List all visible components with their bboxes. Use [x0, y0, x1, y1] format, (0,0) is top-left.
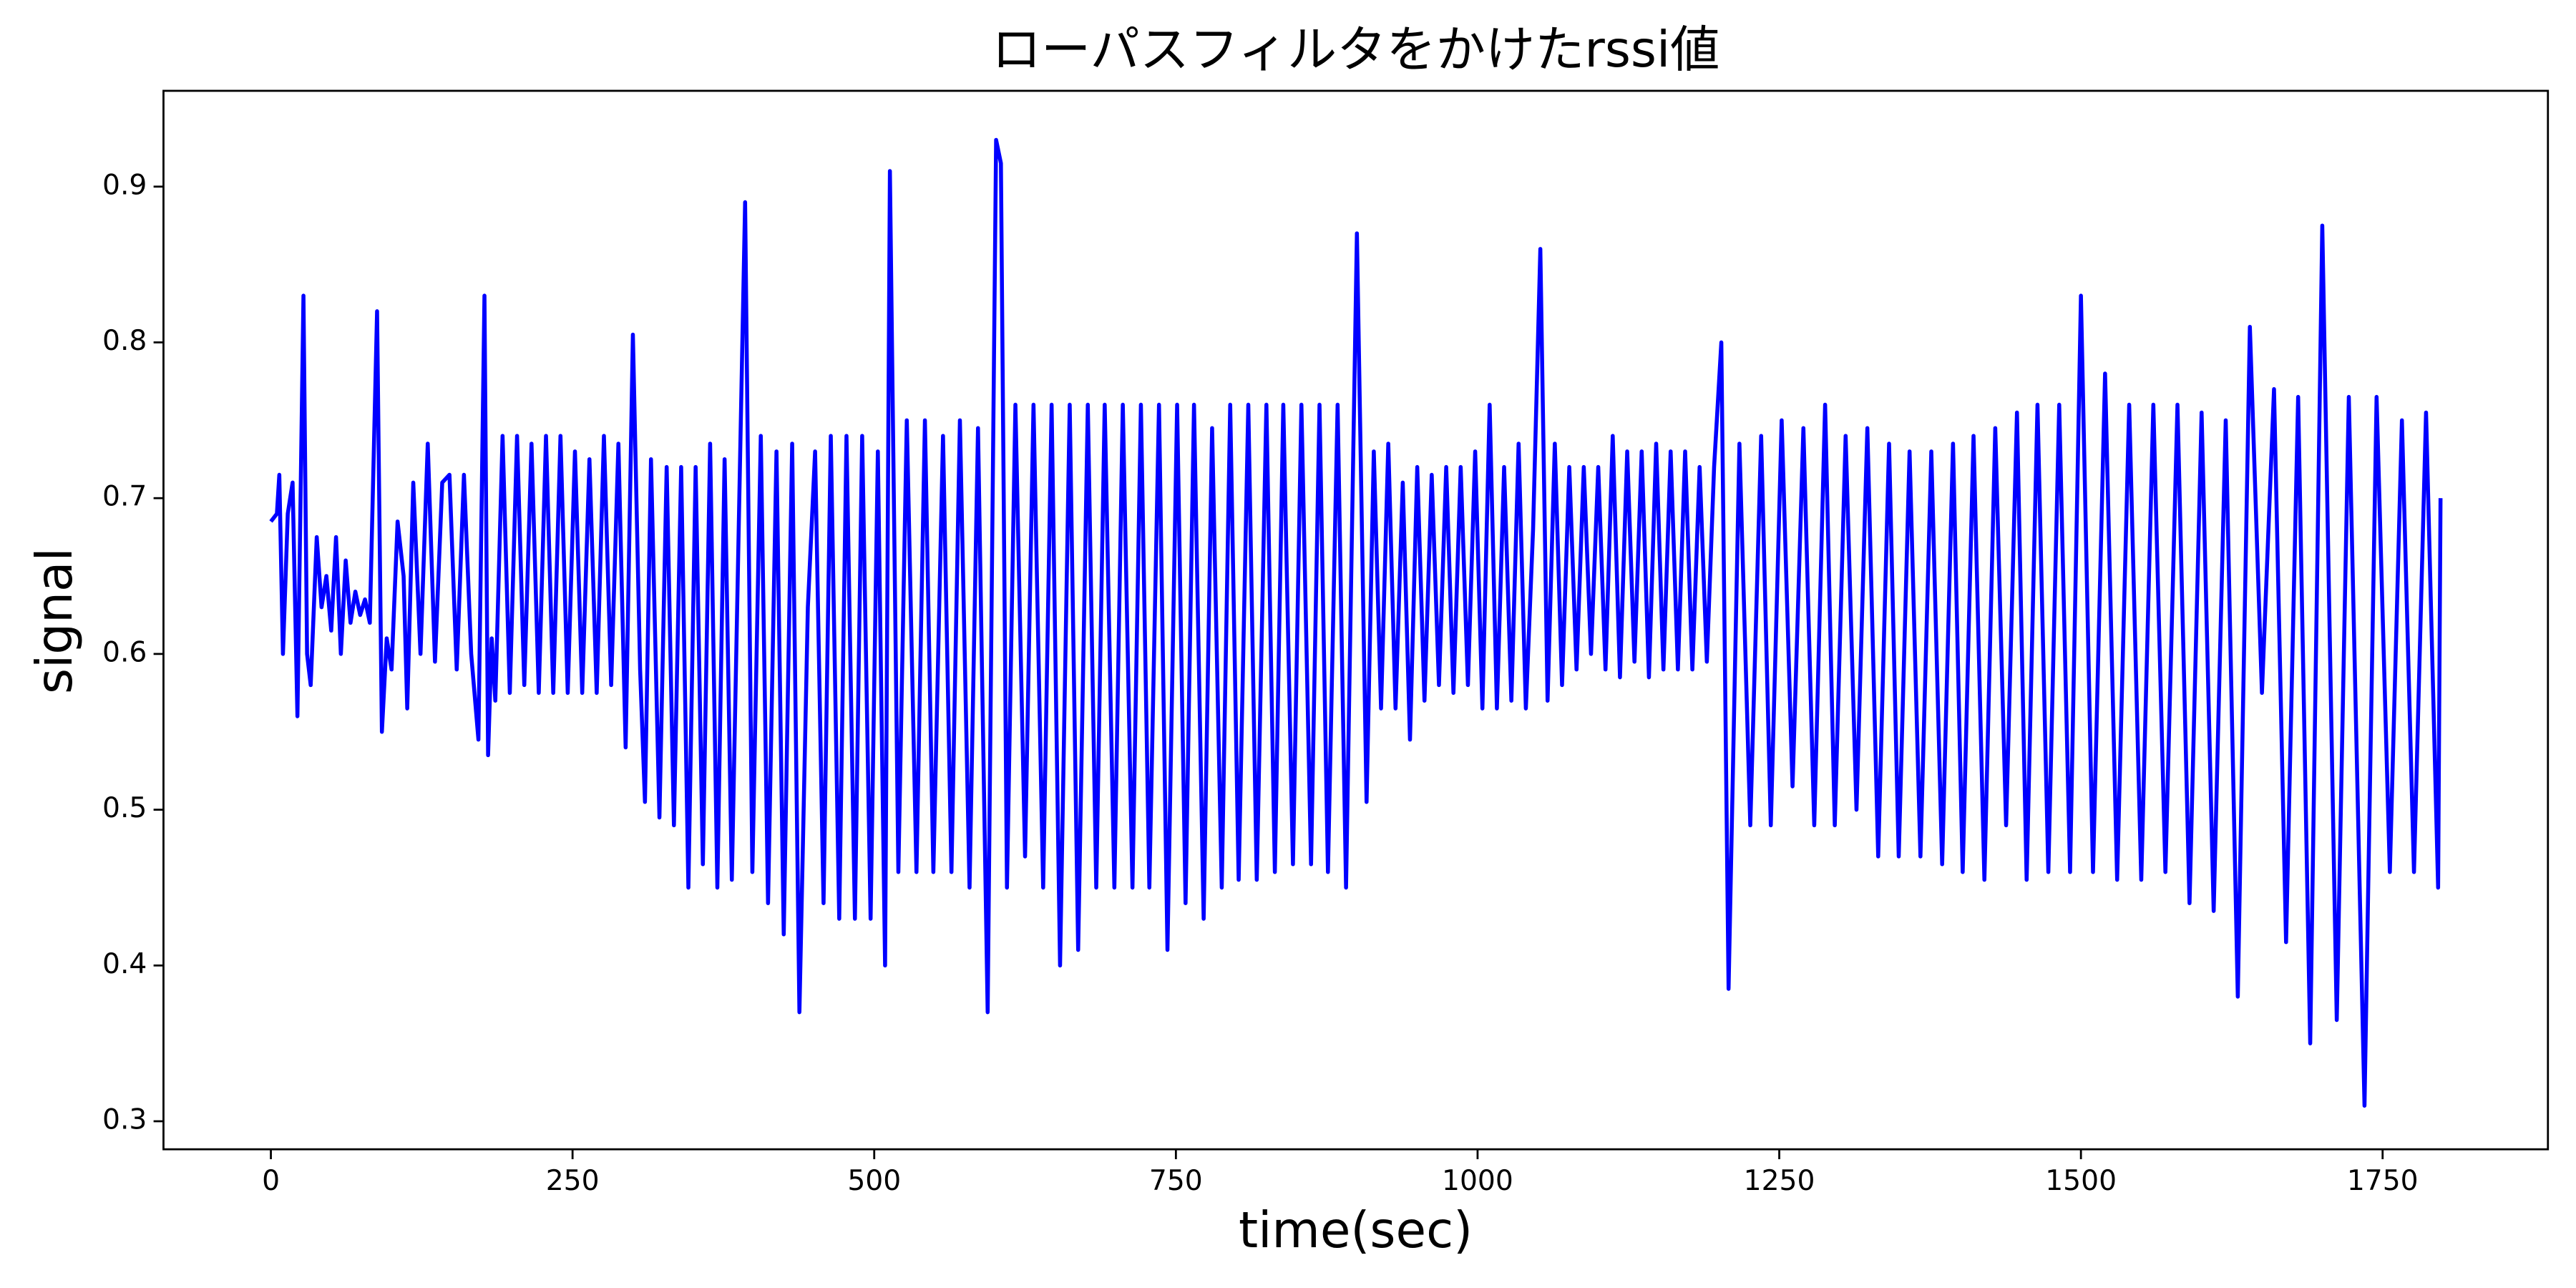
x-tick-label: 750 [1149, 1165, 1203, 1197]
y-tick-label: 0.8 [102, 325, 147, 357]
plot-frame [162, 89, 2550, 1151]
x-tick-label: 1000 [1442, 1165, 1513, 1197]
x-tick-label: 1750 [2347, 1165, 2419, 1197]
x-tick-label: 250 [546, 1165, 600, 1197]
y-tick-label: 0.6 [102, 636, 147, 668]
x-tick-label: 500 [847, 1165, 901, 1197]
x-tick-label: 1500 [2045, 1165, 2117, 1197]
y-tick-label: 0.4 [102, 948, 147, 980]
y-tick-label: 0.3 [102, 1103, 147, 1136]
y-axis-label: signal [26, 547, 84, 694]
x-axis-label: time(sec) [1239, 1202, 1473, 1259]
y-tick-label: 0.5 [102, 792, 147, 824]
x-tick-label: 1250 [1744, 1165, 1815, 1197]
x-tick-label: 0 [262, 1165, 280, 1197]
signal-line [269, 137, 2443, 1108]
chart-title: ローパスフィルタをかけたrssi値 [992, 21, 1720, 79]
y-tick-label: 0.9 [102, 169, 147, 201]
y-tick-label: 0.7 [102, 481, 147, 513]
